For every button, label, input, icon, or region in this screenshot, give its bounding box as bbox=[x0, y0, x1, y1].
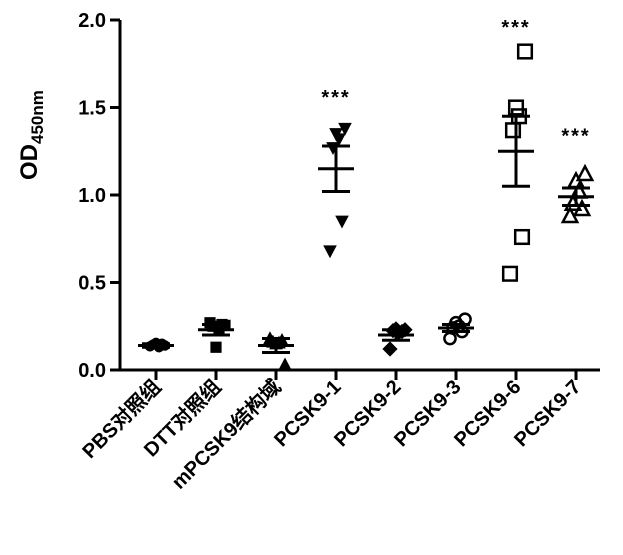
y-tick-label: 2.0 bbox=[78, 10, 106, 32]
chart-svg: 0.00.51.01.52.0PBS对照组DTT对照组mPCSK9结构域PCSK… bbox=[0, 0, 623, 555]
y-axis-label-prefix: OD bbox=[16, 144, 43, 180]
significance-marker: *** bbox=[501, 17, 530, 39]
significance-marker: *** bbox=[321, 87, 350, 109]
y-tick-label: 1.5 bbox=[78, 98, 106, 120]
y-axis-label-sub: 450nm bbox=[28, 90, 47, 144]
y-tick-label: 0.0 bbox=[78, 360, 106, 382]
scatter-chart: OD450nm 0.00.51.01.52.0PBS对照组DTT对照组mPCSK… bbox=[0, 0, 623, 555]
x-category-label: mPCSK9结构域 bbox=[166, 375, 285, 494]
y-tick-label: 0.5 bbox=[78, 273, 106, 295]
y-tick-label: 1.0 bbox=[78, 185, 106, 207]
significance-marker: *** bbox=[561, 126, 590, 148]
x-category-label: PCSK9-7 bbox=[510, 376, 585, 451]
y-axis-label: OD450nm bbox=[16, 90, 48, 180]
